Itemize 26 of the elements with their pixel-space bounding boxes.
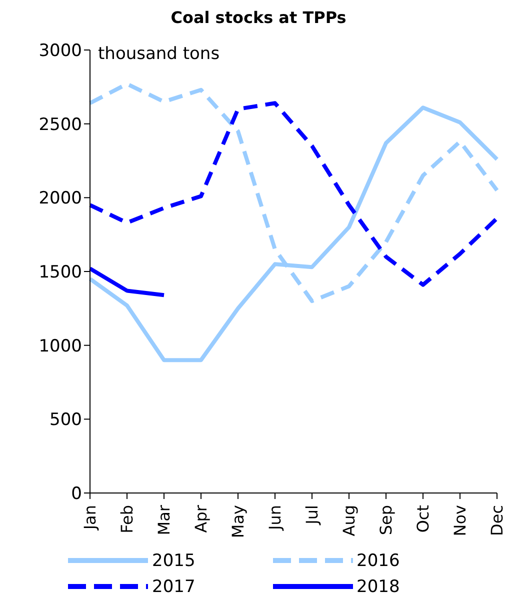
legend-label: 2015 (152, 551, 196, 571)
x-tick-label: Dec (487, 505, 506, 536)
x-tick-label: Oct (413, 505, 432, 533)
legend-label: 2018 (356, 577, 400, 597)
legend-label: 2017 (152, 577, 196, 597)
y-tick-label: 500 (50, 410, 82, 430)
line-series (88, 101, 499, 287)
x-tick-label: Mar (154, 504, 174, 536)
y-tick-label: 2000 (38, 188, 82, 209)
y-tick-label: 1500 (38, 262, 82, 283)
x-tick-label: Jun (265, 505, 284, 531)
y-tick-label: 3000 (38, 41, 82, 62)
x-tick-label: May (228, 505, 248, 538)
x-tick-label: Jan (80, 505, 100, 531)
x-tick-label: Apr (191, 504, 210, 533)
y-tick-label: 0 (71, 484, 82, 504)
legend-label: 2016 (356, 551, 400, 571)
x-tick-label: Aug (339, 505, 358, 536)
y-axis-title: thousand tons (98, 44, 220, 64)
chart-title: Coal stocks at TPPs (170, 7, 348, 29)
y-tick-label: 1000 (38, 336, 82, 356)
x-tick-label: Jul (302, 505, 322, 526)
x-tick-label: Feb (117, 505, 136, 534)
x-tick-label: Nov (450, 505, 470, 536)
y-tick-label: 2500 (38, 114, 82, 135)
x-tick-label: Sep (376, 505, 396, 536)
